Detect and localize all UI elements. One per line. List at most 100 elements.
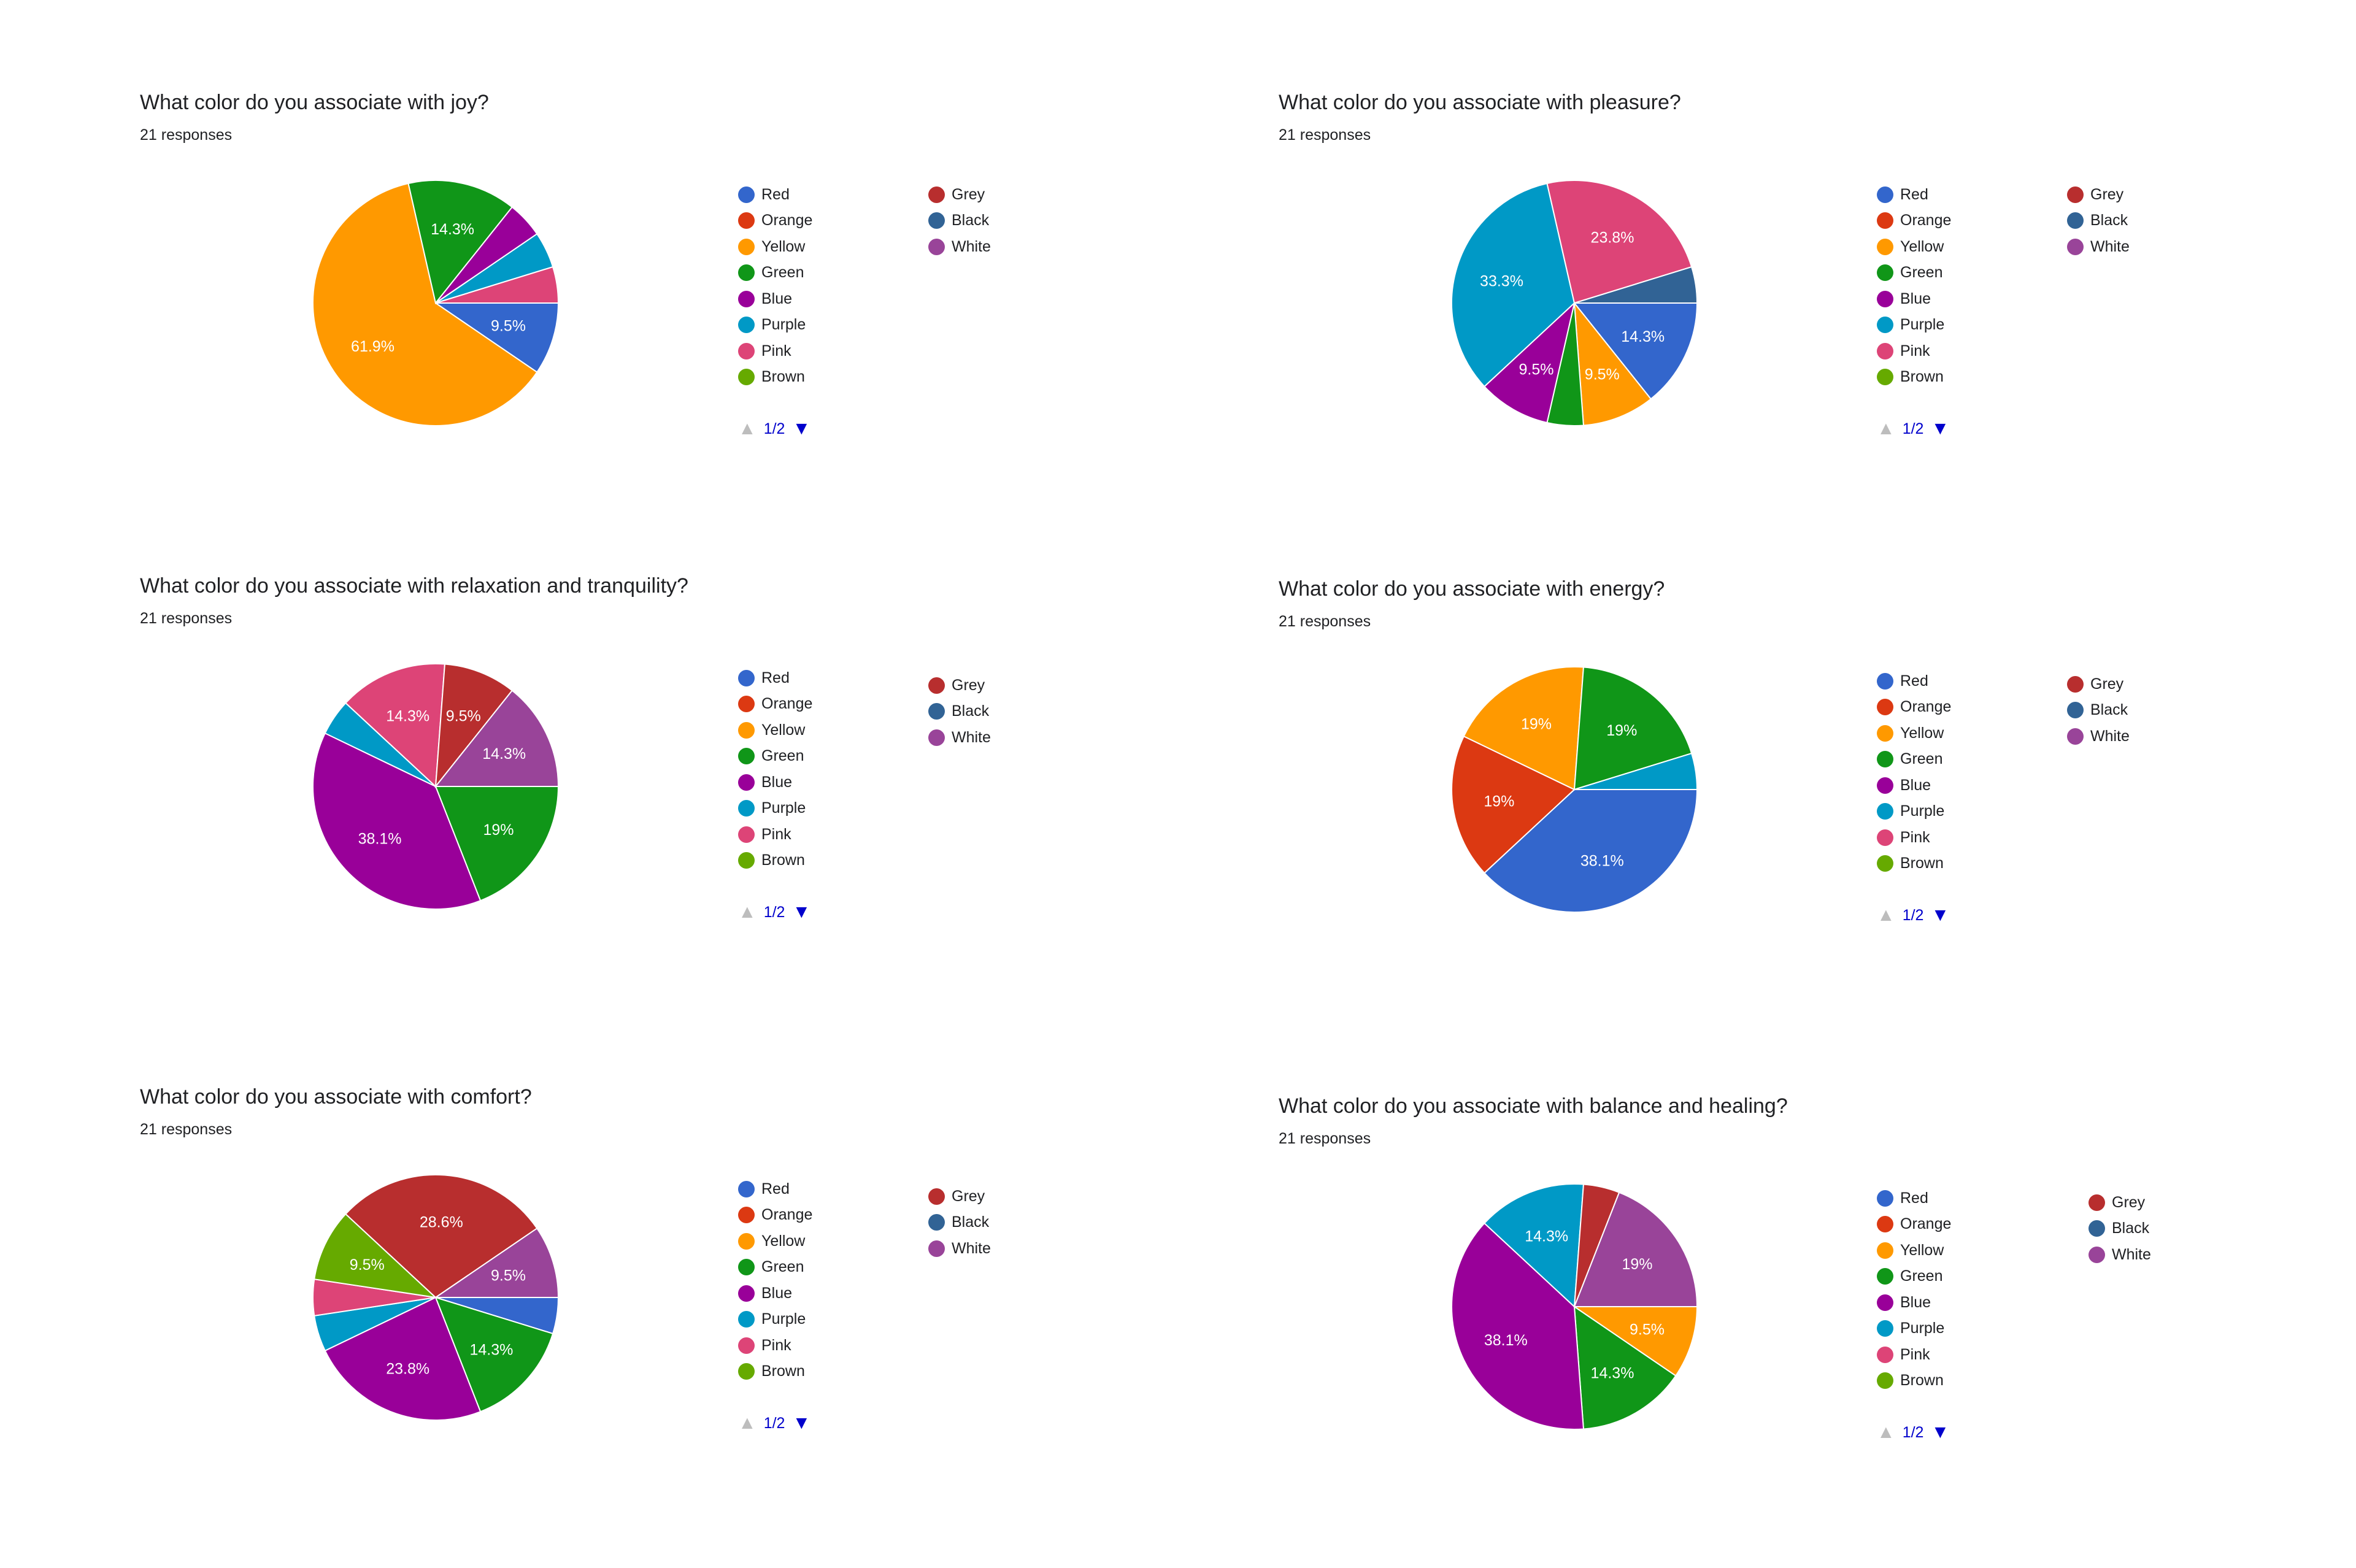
pie-slice-purple[interactable]	[1483, 1183, 1585, 1309]
legend-item-blue[interactable]: Blue	[738, 772, 792, 793]
pie-slice-grey[interactable]	[344, 1174, 538, 1299]
triangle-down-icon[interactable]: ▼	[1931, 905, 1950, 925]
pie-slice-red[interactable]	[433, 302, 560, 374]
pie-slice-blue[interactable]	[312, 732, 482, 910]
pie-slice-orange[interactable]	[1451, 735, 1576, 874]
legend-item-blue[interactable]: Blue	[1877, 288, 1931, 309]
legend-item-red[interactable]: Red	[1877, 184, 1928, 205]
legend-item-brown[interactable]: Brown	[1877, 367, 1944, 388]
legend-item-pink[interactable]: Pink	[1877, 827, 1930, 848]
legend-item-brown[interactable]: Brown	[738, 367, 805, 388]
legend-item-purple[interactable]: Purple	[1877, 1318, 1944, 1339]
triangle-up-icon[interactable]: ▲	[1877, 905, 1895, 925]
legend-item-green[interactable]: Green	[1877, 263, 1942, 283]
legend-item-grey[interactable]: Grey	[928, 184, 985, 205]
pie-slice-grey[interactable]	[434, 663, 514, 789]
legend-item-blue[interactable]: Blue	[738, 1283, 792, 1304]
legend-item-white[interactable]: White	[928, 1238, 991, 1259]
legend-item-blue[interactable]: Blue	[738, 288, 792, 309]
triangle-down-icon[interactable]: ▼	[1931, 418, 1950, 439]
pie-slice-green[interactable]	[1573, 666, 1693, 791]
legend-item-black[interactable]: Black	[928, 210, 989, 231]
pie-slice-purple[interactable]	[1451, 182, 1576, 388]
legend-item-grey[interactable]: Grey	[928, 675, 985, 696]
triangle-up-icon[interactable]: ▲	[738, 902, 756, 922]
pie-slice-yellow[interactable]	[1573, 301, 1652, 426]
legend-item-orange[interactable]: Orange	[738, 210, 812, 231]
legend-item-pink[interactable]: Pink	[738, 824, 791, 845]
legend-item-green[interactable]: Green	[738, 746, 804, 767]
legend-item-green[interactable]: Green	[1877, 749, 1942, 770]
legend-item-pink[interactable]: Pink	[738, 1335, 791, 1356]
triangle-down-icon[interactable]: ▼	[792, 418, 811, 439]
triangle-up-icon[interactable]: ▲	[738, 1413, 756, 1433]
pie-slice-white[interactable]	[434, 690, 560, 787]
legend-item-green[interactable]: Green	[738, 1257, 804, 1278]
legend-item-orange[interactable]: Orange	[738, 694, 812, 715]
legend-item-orange[interactable]: Orange	[1877, 1214, 1951, 1235]
legend-item-pink[interactable]: Pink	[738, 340, 791, 361]
legend-item-yellow[interactable]: Yellow	[1877, 236, 1944, 257]
legend-item-white[interactable]: White	[2088, 1244, 2151, 1265]
pie-slice-blue[interactable]	[1483, 301, 1576, 424]
legend-item-purple[interactable]: Purple	[738, 315, 806, 336]
pie-slice-red[interactable]	[1483, 789, 1698, 913]
legend-item-white[interactable]: White	[2067, 236, 2130, 257]
pie-slice-green[interactable]	[434, 786, 560, 902]
pie-slice-yellow[interactable]	[312, 182, 538, 426]
legend-item-brown[interactable]: Brown	[1877, 1370, 1944, 1391]
legend-item-black[interactable]: Black	[2088, 1218, 2149, 1239]
pie-slice-purple[interactable]	[1574, 752, 1698, 790]
triangle-down-icon[interactable]: ▼	[792, 1413, 811, 1433]
legend-item-yellow[interactable]: Yellow	[1877, 1240, 1944, 1261]
pie-slice-pink[interactable]	[435, 266, 560, 304]
legend-item-orange[interactable]: Orange	[738, 1205, 812, 1226]
triangle-down-icon[interactable]: ▼	[1931, 1422, 1950, 1442]
legend-item-black[interactable]: Black	[2067, 700, 2128, 721]
legend-item-green[interactable]: Green	[738, 263, 804, 283]
legend-item-yellow[interactable]: Yellow	[738, 1231, 805, 1251]
legend-item-red[interactable]: Red	[738, 184, 790, 205]
triangle-down-icon[interactable]: ▼	[792, 902, 811, 922]
legend-item-brown[interactable]: Brown	[738, 850, 805, 871]
legend-item-black[interactable]: Black	[2067, 210, 2128, 231]
legend-item-grey[interactable]: Grey	[2067, 184, 2123, 205]
legend-item-red[interactable]: Red	[738, 1178, 790, 1199]
pie-slice-blue[interactable]	[324, 1296, 482, 1421]
legend-item-red[interactable]: Red	[1877, 1188, 1928, 1209]
legend-item-grey[interactable]: Grey	[2088, 1192, 2145, 1213]
triangle-up-icon[interactable]: ▲	[1877, 1422, 1895, 1442]
pie-slice-pink[interactable]	[344, 663, 446, 788]
legend-item-purple[interactable]: Purple	[1877, 315, 1944, 336]
triangle-up-icon[interactable]: ▲	[1877, 418, 1895, 439]
legend-item-brown[interactable]: Brown	[1877, 853, 1944, 874]
legend-item-blue[interactable]: Blue	[1877, 775, 1931, 796]
legend-item-black[interactable]: Black	[928, 1212, 989, 1233]
legend-item-brown[interactable]: Brown	[738, 1361, 805, 1382]
legend-item-red[interactable]: Red	[1877, 671, 1928, 691]
pie-slice-brown[interactable]	[314, 1213, 438, 1299]
legend-item-red[interactable]: Red	[738, 667, 790, 688]
pie-slice-pink[interactable]	[1546, 180, 1693, 304]
legend-item-pink[interactable]: Pink	[1877, 1344, 1930, 1365]
triangle-up-icon[interactable]: ▲	[738, 418, 756, 439]
legend-item-yellow[interactable]: Yellow	[738, 720, 805, 740]
legend-item-yellow[interactable]: Yellow	[1877, 723, 1944, 744]
pie-slice-blue[interactable]	[1451, 1222, 1585, 1430]
legend-item-orange[interactable]: Orange	[1877, 697, 1951, 718]
legend-item-purple[interactable]: Purple	[738, 798, 806, 819]
pie-slice-black[interactable]	[1574, 266, 1698, 304]
legend-item-purple[interactable]: Purple	[1877, 801, 1944, 822]
legend-item-white[interactable]: White	[2067, 726, 2130, 747]
pie-slice-yellow[interactable]	[1463, 666, 1585, 791]
pie-slice-white[interactable]	[1573, 1191, 1698, 1307]
pie-slice-green[interactable]	[407, 179, 514, 305]
legend-item-orange[interactable]: Orange	[1877, 210, 1951, 231]
legend-item-grey[interactable]: Grey	[928, 1186, 985, 1207]
legend-item-grey[interactable]: Grey	[2067, 674, 2123, 694]
pie-slice-white[interactable]	[433, 1227, 560, 1298]
pie-slice-green[interactable]	[434, 1296, 554, 1413]
legend-item-pink[interactable]: Pink	[1877, 340, 1930, 361]
pie-slice-green[interactable]	[1573, 1305, 1677, 1430]
legend-item-white[interactable]: White	[928, 727, 991, 748]
